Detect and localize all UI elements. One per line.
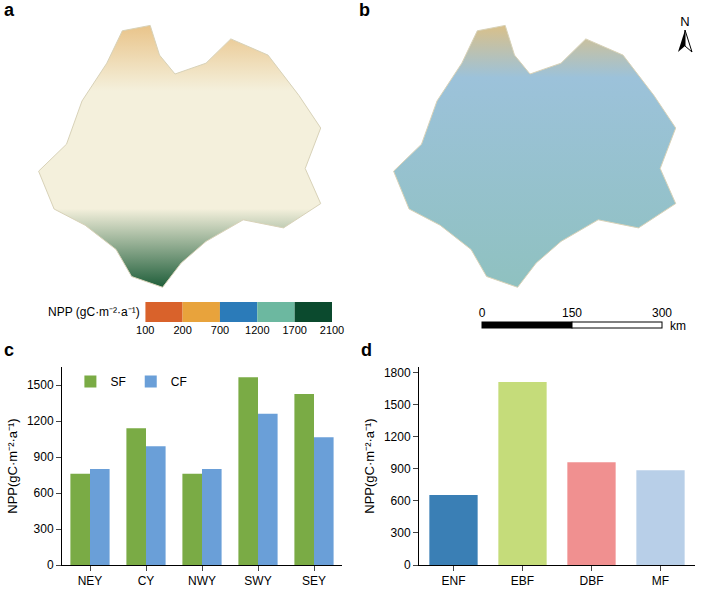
html-text:d: d <box>361 340 372 360</box>
svg-text:ENF: ENF <box>442 574 466 588</box>
svg-text:300: 300 <box>391 526 411 540</box>
svg-text:km: km <box>670 319 686 333</box>
svg-text:200: 200 <box>173 324 191 336</box>
svg-text:NPP(gC·m⁻²·a⁻¹): NPP(gC·m⁻²·a⁻¹) <box>5 418 20 513</box>
svg-text:2100: 2100 <box>320 324 344 336</box>
svg-text:1200: 1200 <box>245 324 269 336</box>
svg-text:NPP (gC·m⁻²·a⁻¹): NPP (gC·m⁻²·a⁻¹) <box>48 305 140 319</box>
svg-text:N: N <box>680 14 689 29</box>
svg-text:0: 0 <box>47 558 54 572</box>
svg-text:1700: 1700 <box>282 324 306 336</box>
html-text:a: a <box>4 0 14 20</box>
svg-text:0: 0 <box>404 558 411 572</box>
svg-text:300: 300 <box>652 306 672 320</box>
html-text:c: c <box>4 340 14 360</box>
svg-text:MF: MF <box>652 574 669 588</box>
svg-text:NPP(gC·m⁻²·a⁻¹): NPP(gC·m⁻²·a⁻¹) <box>362 418 377 513</box>
svg-text:SWY: SWY <box>244 574 271 588</box>
svg-text:NEY: NEY <box>78 574 103 588</box>
svg-text:1800: 1800 <box>384 366 411 380</box>
svg-text:900: 900 <box>34 450 54 464</box>
svg-text:300: 300 <box>34 522 54 536</box>
svg-text:100: 100 <box>136 324 154 336</box>
svg-text:600: 600 <box>391 494 411 508</box>
svg-text:NWY: NWY <box>188 574 216 588</box>
svg-text:0: 0 <box>479 306 486 320</box>
svg-text:900: 900 <box>391 462 411 476</box>
svg-text:SF: SF <box>110 375 125 389</box>
svg-text:1500: 1500 <box>384 398 411 412</box>
svg-text:150: 150 <box>562 306 582 320</box>
svg-text:1500: 1500 <box>27 378 54 392</box>
svg-text:DBF: DBF <box>580 574 604 588</box>
svg-text:1200: 1200 <box>27 414 54 428</box>
svg-text:700: 700 <box>211 324 229 336</box>
svg-text:SEY: SEY <box>302 574 326 588</box>
svg-text:CY: CY <box>138 574 155 588</box>
svg-text:CF: CF <box>171 375 187 389</box>
svg-text:600: 600 <box>34 486 54 500</box>
html-text:b: b <box>359 0 370 20</box>
svg-text:EBF: EBF <box>511 574 534 588</box>
svg-text:1200: 1200 <box>384 430 411 444</box>
